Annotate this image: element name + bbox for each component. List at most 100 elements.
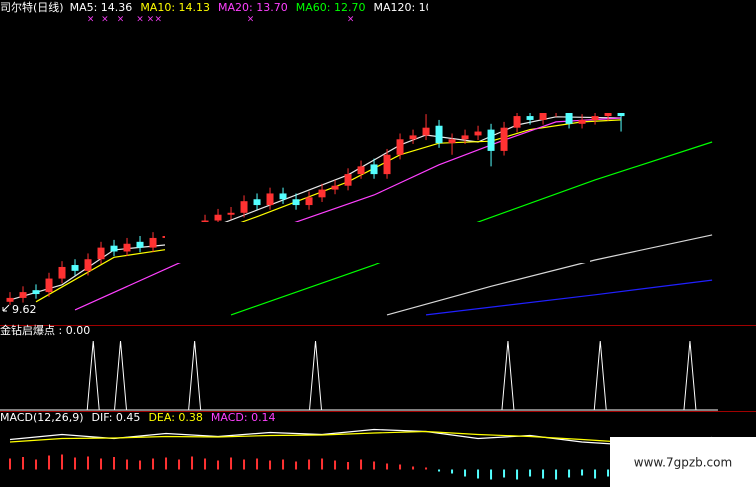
cover-box: [165, 222, 590, 263]
macd-bar: [100, 458, 103, 470]
macd-bar: [386, 463, 389, 470]
candle-body: [266, 193, 274, 206]
signal-marker: ×: [117, 15, 125, 25]
candle-body: [344, 174, 352, 186]
candle-body: [396, 139, 404, 155]
macd-bar: [451, 469, 454, 474]
line-series: [386, 234, 713, 316]
macd-bar: [373, 461, 376, 470]
candle-body: [526, 116, 534, 120]
candle-body: [136, 241, 144, 248]
candle-body: [487, 129, 495, 151]
candle-body: [214, 214, 222, 221]
macd-bar: [568, 469, 571, 478]
macd-bar: [425, 467, 428, 470]
spike: [683, 340, 697, 411]
macd-bar: [464, 469, 467, 477]
macd-bar: [399, 464, 402, 470]
candle-body: [6, 297, 14, 302]
legend-entry: MA10: 14.13: [140, 1, 210, 14]
candle-body: [305, 197, 313, 206]
macd-bar: [308, 459, 311, 470]
candle-body: [279, 193, 287, 200]
macd-bar: [490, 469, 493, 480]
watermark-box: [610, 437, 756, 487]
macd-bar: [581, 469, 584, 476]
macd-bar: [256, 458, 259, 470]
macd-bar: [516, 469, 519, 480]
candle-body: [123, 243, 131, 252]
candle-body: [32, 290, 40, 295]
macd-bar: [217, 460, 220, 470]
candle-body: [448, 139, 456, 144]
macd-bar: [152, 458, 155, 470]
candle-body: [292, 199, 300, 206]
macd-bar: [607, 469, 610, 477]
legend-entry: MA60: 12.70: [296, 1, 366, 14]
candle-body: [565, 106, 573, 124]
macd-bar: [594, 469, 597, 479]
macd-bar: [22, 457, 25, 470]
candle-body: [149, 237, 157, 248]
macd-bar: [542, 469, 545, 479]
macd-bar: [165, 457, 168, 470]
macd-bar: [529, 469, 532, 477]
signal-marker: ×: [247, 15, 255, 25]
chart-title: 司尔特(日线): [0, 0, 64, 14]
candle-body: [19, 292, 27, 298]
candle-body: [318, 189, 326, 198]
candle-body: [513, 116, 521, 128]
macd-bar: [9, 458, 12, 470]
candle-body: [331, 185, 339, 190]
overlays: www.7gpzb.com: [165, 0, 756, 487]
candle-body: [45, 278, 53, 293]
cover-box: [428, 0, 756, 113]
signal-marker: ×: [136, 15, 144, 25]
macd-bar: [269, 460, 272, 470]
candle-body: [617, 112, 625, 117]
macd-bar: [282, 459, 285, 470]
candle-body: [71, 265, 79, 271]
candle-body: [435, 125, 443, 144]
macd-bar: [477, 469, 480, 479]
macd-bar: [295, 461, 298, 470]
candle-body: [357, 166, 365, 175]
low-label: 9.62: [12, 303, 37, 316]
macd-bar: [113, 457, 116, 470]
candle-body: [240, 201, 248, 213]
candle-body: [500, 127, 508, 151]
macd-bar: [191, 456, 194, 470]
signal-marker: ×: [101, 15, 109, 25]
legend-entry: MA20: 13.70: [218, 1, 288, 14]
line-series: [425, 279, 713, 316]
legend-entry: DIF: 0.45: [92, 411, 141, 424]
candle-body: [227, 212, 235, 215]
macd-bar: [412, 466, 415, 470]
candle-body: [97, 247, 105, 260]
macd-bar: [178, 459, 181, 470]
candle-body: [474, 131, 482, 136]
candle-body: [578, 119, 586, 124]
panel-legend: 金钻启爆点 : 0.00: [0, 323, 90, 337]
signal-marker: ×: [154, 15, 162, 25]
candle-body: [409, 135, 417, 140]
candle-body: [370, 164, 378, 175]
macd-bar: [139, 460, 142, 470]
macd-bar: [334, 460, 337, 470]
candle-body: [58, 266, 66, 279]
legend-entry: MACD: 0.14: [211, 411, 276, 424]
legend-entry: MACD(12,26,9): [0, 411, 84, 424]
macd-bar: [74, 457, 77, 470]
line-series: [9, 430, 713, 443]
candle-body: [383, 154, 391, 175]
macd-bar: [230, 457, 233, 470]
candle-body: [591, 116, 599, 120]
signal-marker: ×: [147, 15, 155, 25]
legend-entry: MA5: 14.36: [70, 1, 133, 14]
spike: [501, 340, 515, 411]
macd-bar: [35, 459, 38, 470]
candle-body: [422, 127, 430, 136]
macd-bar: [555, 469, 558, 480]
spike: [86, 340, 100, 411]
macd-bar: [503, 469, 506, 478]
